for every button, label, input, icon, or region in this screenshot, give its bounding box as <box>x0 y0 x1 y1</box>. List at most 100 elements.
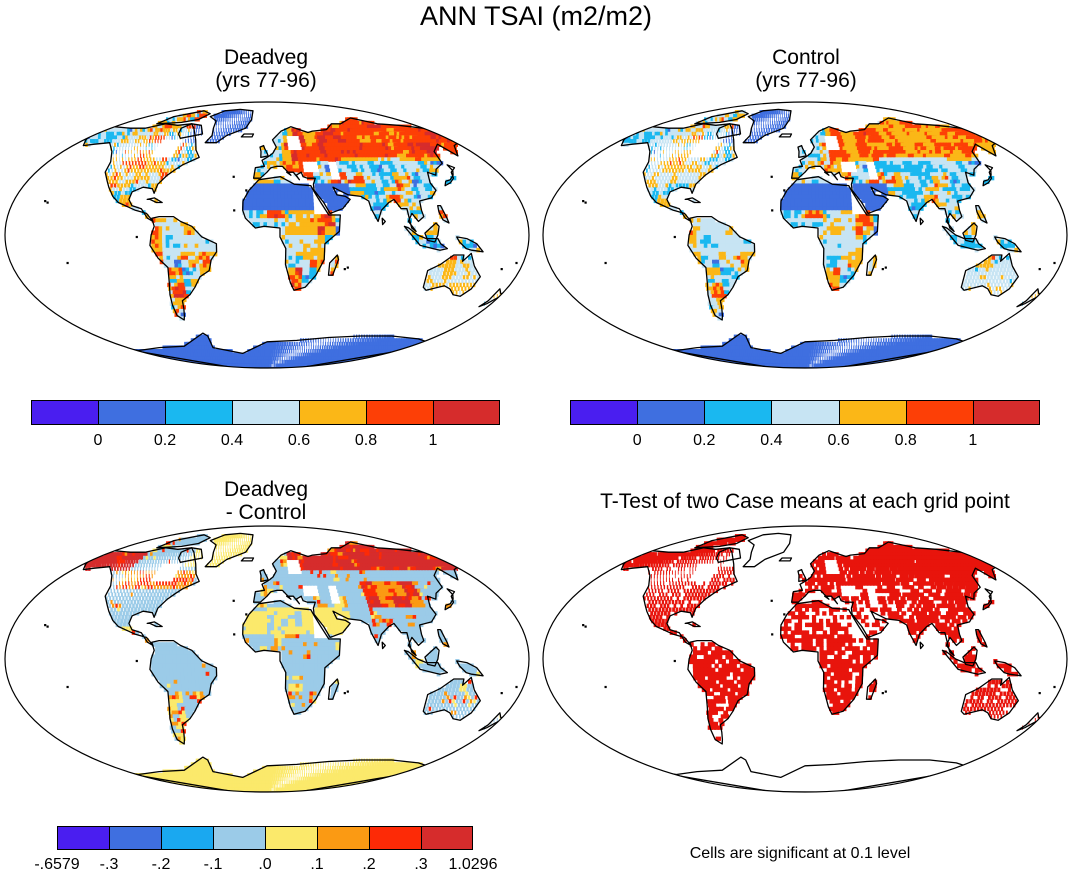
map-grid-cell <box>284 191 289 196</box>
map-grid-cell <box>183 128 185 133</box>
map-grid-cell <box>368 172 375 177</box>
map-grid-cell <box>198 255 204 261</box>
map-grid-cell <box>686 164 689 170</box>
map-grid-cell <box>884 150 891 155</box>
map-grid-cell <box>177 157 180 162</box>
map-grid-cell <box>924 168 931 173</box>
map-grid-cell <box>412 168 419 173</box>
map-grid-cell <box>220 120 222 126</box>
map-grid-cell <box>174 259 179 265</box>
map-grid-cell <box>286 168 291 173</box>
map-grid-cell <box>292 218 297 223</box>
map-grid-cell <box>319 135 325 140</box>
map-grid-cell <box>227 110 231 115</box>
map-grid-cell <box>269 363 272 368</box>
map-grid-cell <box>864 175 870 181</box>
map-grid-cell <box>120 139 124 144</box>
map-grid-cell <box>316 349 319 354</box>
map-grid-cell <box>473 275 476 280</box>
map-grid-cell <box>318 341 319 347</box>
map-grid-cell <box>155 359 173 365</box>
map-grid-cell <box>160 363 184 368</box>
map-grid-cell <box>338 168 344 173</box>
map-grid-cell <box>665 150 667 155</box>
map-grid-cell <box>125 352 139 357</box>
map-grid-cell <box>362 157 369 162</box>
map-grid-cell <box>345 341 349 347</box>
map-grid-cell <box>137 128 141 133</box>
map-grid-cell <box>396 157 403 162</box>
map-grid-cell <box>344 363 364 368</box>
map-grid-cell <box>305 278 309 284</box>
map-grid-cell <box>253 183 258 188</box>
map-grid-cell <box>469 263 473 269</box>
map-grid-cell <box>718 128 721 133</box>
map-grid-cell <box>279 153 284 158</box>
map-grid-cell <box>729 146 732 151</box>
map-grid-cell <box>372 164 378 170</box>
map-grid-cell <box>317 230 322 236</box>
map-grid-cell <box>288 198 293 204</box>
map-grid-cell <box>714 153 717 158</box>
map-grid-cell <box>414 345 421 350</box>
map-grid-cell <box>116 164 119 170</box>
map-grid-cell <box>173 153 176 158</box>
map-grid-cell <box>260 345 264 350</box>
map-grid-cell <box>313 251 318 257</box>
map-grid-cell <box>320 214 326 219</box>
map-grid-cell <box>263 202 268 207</box>
map-grid-cell <box>847 172 853 177</box>
map-grid-cell <box>341 202 346 207</box>
map-grid-cell <box>306 153 311 158</box>
map-grid-cell <box>298 267 303 272</box>
map-grid-cell <box>180 278 186 284</box>
map-grid-cell <box>398 191 404 196</box>
map-grid-cell <box>303 135 309 140</box>
map-grid-cell <box>392 352 402 357</box>
map-grid-cell <box>152 179 156 185</box>
map-grid-cell <box>841 153 846 158</box>
map-grid-cell <box>317 142 323 147</box>
map-grid-cell <box>932 164 939 170</box>
map-grid-cell <box>117 183 120 188</box>
map-grid-cell <box>310 226 315 232</box>
map-grid-cell <box>763 113 766 118</box>
map-grid-cell <box>421 172 428 177</box>
map-grid-cell <box>936 179 942 185</box>
map-grid-cell <box>128 161 131 166</box>
map-grid-cell <box>875 142 881 147</box>
map-grid-cell <box>285 222 290 227</box>
map-grid-cell <box>883 161 889 166</box>
map-grid-cell <box>151 218 156 223</box>
map-grid-cell <box>648 175 651 181</box>
map-grid-cell <box>845 139 851 144</box>
map-grid-cell <box>183 226 188 232</box>
map-grid-cell <box>288 210 293 215</box>
map-grid-cell <box>348 363 369 368</box>
map-grid-cell <box>408 349 417 354</box>
map-grid-cell <box>870 139 876 144</box>
map-grid-cell <box>316 157 321 162</box>
map-grid-cell <box>145 150 147 155</box>
map-grid-cell <box>307 338 310 343</box>
map-grid-cell <box>162 218 167 223</box>
map-grid-cell <box>439 271 443 276</box>
map-grid-cell <box>301 146 307 151</box>
map-grid-cell <box>195 131 197 137</box>
map-grid-cell <box>450 278 454 284</box>
map-grid-cell <box>882 157 888 162</box>
map-grid-cell <box>938 175 944 181</box>
map-grid-cell <box>450 150 459 155</box>
map-grid-cell <box>910 172 916 177</box>
map-grid-cell <box>713 128 716 133</box>
map-grid-cell <box>340 164 346 170</box>
map-grid-cell <box>342 142 349 147</box>
map-grid-cell <box>188 286 194 291</box>
map-grid-cell <box>669 146 670 151</box>
map-grid-cell <box>410 349 420 354</box>
map-grid-cell <box>714 124 718 129</box>
map-grid-cell <box>773 128 776 133</box>
map-grid-cell <box>934 157 941 162</box>
map-grid-cell <box>150 128 154 133</box>
map-grid-cell <box>284 255 290 261</box>
